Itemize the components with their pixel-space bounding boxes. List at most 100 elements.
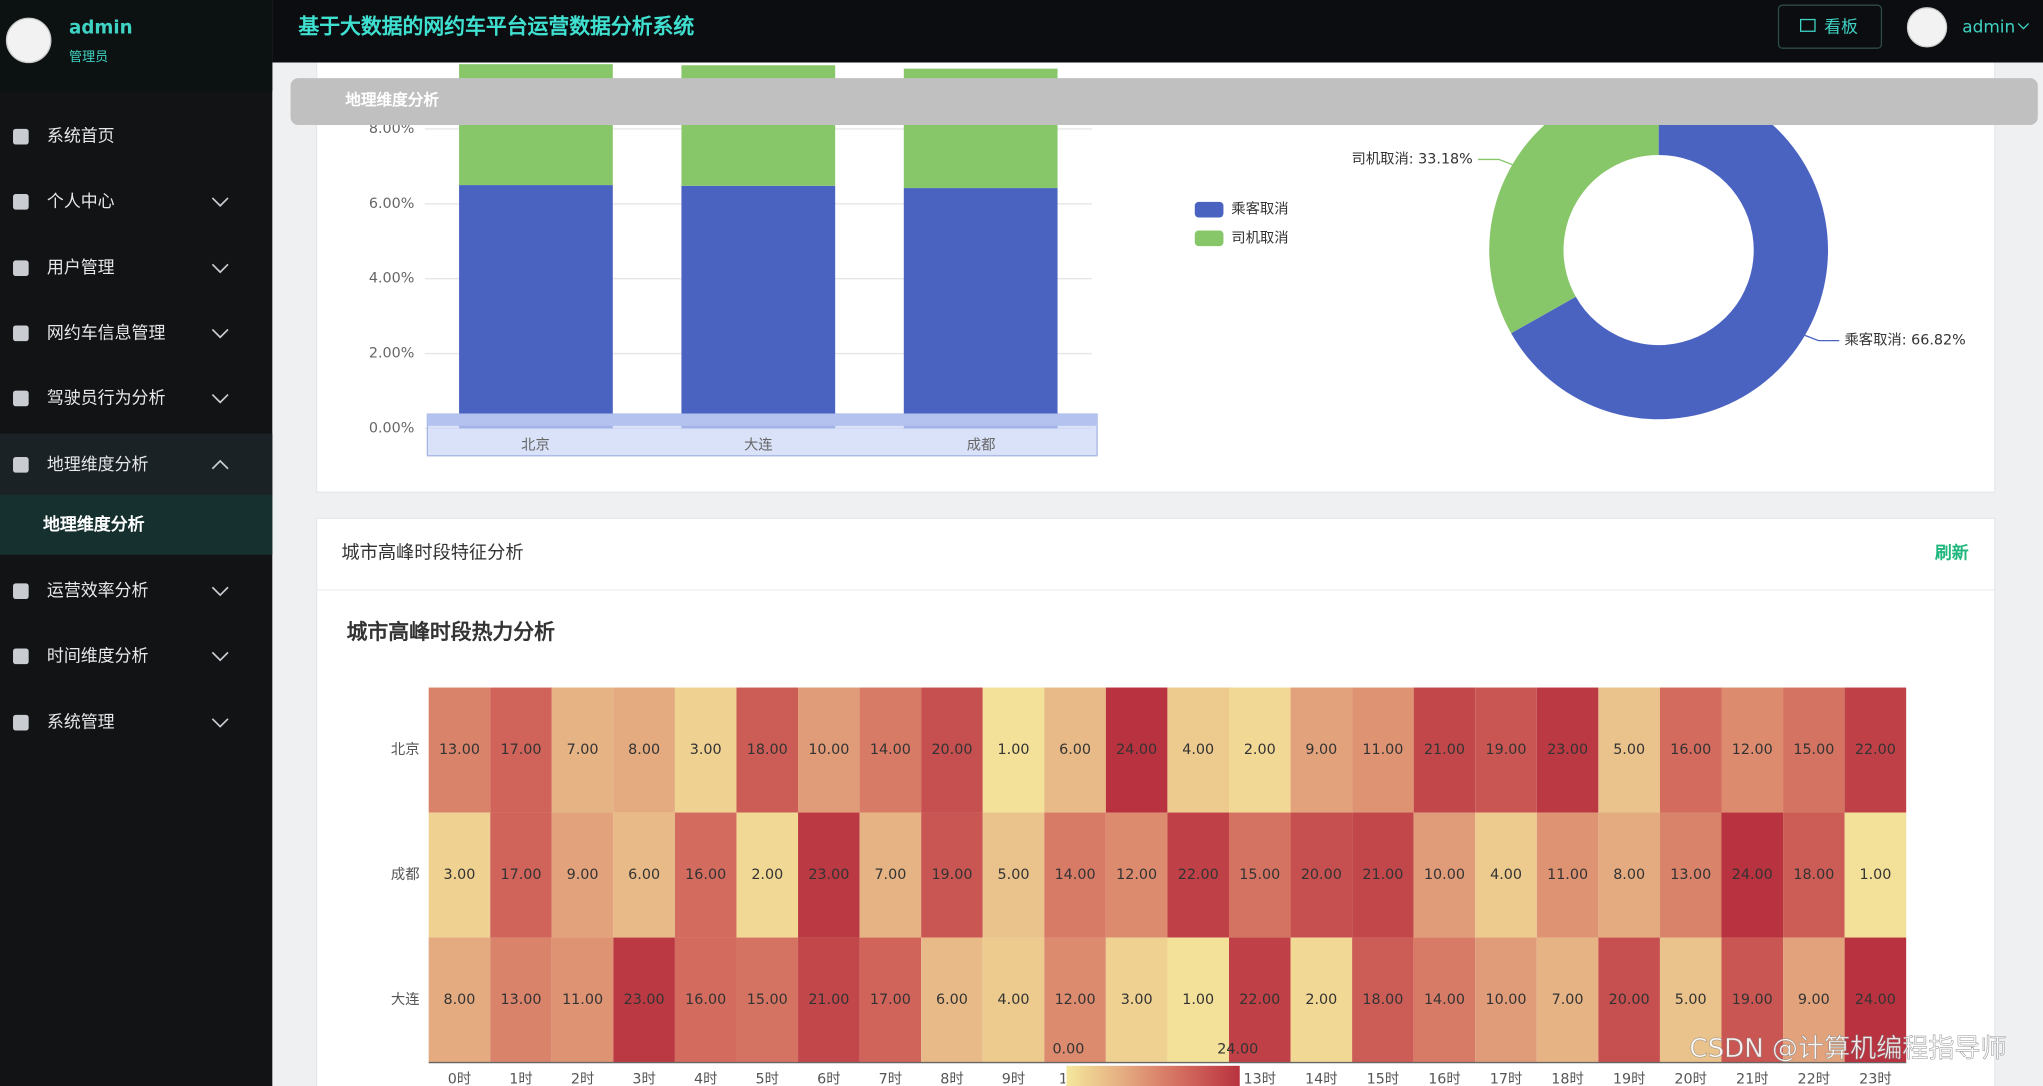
heat-cell xyxy=(674,687,737,813)
chevron xyxy=(211,586,229,597)
cell-label: 18.00 xyxy=(1793,867,1834,883)
cell-label: 9.00 xyxy=(567,867,599,883)
cell-label: 11.00 xyxy=(1362,742,1403,758)
heat-cell xyxy=(798,937,860,1063)
heat-cell xyxy=(1105,687,1168,813)
menu-item[interactable]: 个人中心 xyxy=(47,191,115,211)
topbar xyxy=(272,0,2043,63)
chevron xyxy=(211,459,229,470)
heat-cell xyxy=(982,687,1045,813)
breadcrumb[interactable]: 地理维度分析 xyxy=(345,90,439,109)
heat-cell xyxy=(1352,687,1414,813)
menu-item[interactable]: 用户管理 xyxy=(47,257,115,277)
x-tick-label: 7时 xyxy=(879,1070,902,1086)
heat-cell xyxy=(1475,687,1537,813)
cell-label: 7.00 xyxy=(1552,992,1584,1008)
pie-label: 乘客取消: 66.82% xyxy=(1844,332,1965,349)
heat-cell xyxy=(551,687,614,813)
heat-cell xyxy=(1844,937,1907,1063)
menu-item[interactable]: 系统首页 xyxy=(47,126,115,146)
cell-label: 21.00 xyxy=(1424,742,1465,758)
y-tick-label: 0.00% xyxy=(369,420,414,436)
cell-label: 20.00 xyxy=(1609,992,1650,1008)
cell-label: 9.00 xyxy=(1305,742,1337,758)
heat-cell xyxy=(1290,812,1353,938)
submenu-item[interactable]: 地理维度分析 xyxy=(43,514,145,534)
menu-icon xyxy=(13,260,29,277)
menu-item[interactable]: 网约车信息管理 xyxy=(47,322,166,342)
x-tick-label: 20时 xyxy=(1674,1070,1707,1086)
board-button[interactable] xyxy=(1777,4,1883,49)
watermark: CSDN @计算机编程指导师 xyxy=(1689,1034,2006,1064)
heat-cell xyxy=(921,687,983,813)
heat-cell xyxy=(1352,937,1414,1063)
cell-label: 15.00 xyxy=(747,992,788,1008)
cell-label: 14.00 xyxy=(870,742,911,758)
cell-label: 3.00 xyxy=(444,867,476,883)
cell-label: 5.00 xyxy=(1613,742,1645,758)
cell-label: 13.00 xyxy=(439,742,480,758)
refresh-button[interactable]: 刷新 xyxy=(1935,542,1969,562)
app-title: 基于大数据的网约车平台运营数据分析系统 xyxy=(298,14,694,38)
legend-label[interactable]: 乘客取消 xyxy=(1231,201,1288,218)
menu-item[interactable]: 地理维度分析 xyxy=(47,454,149,474)
heat-cell xyxy=(1105,812,1168,938)
cell-label: 23.00 xyxy=(808,867,849,883)
board-icon xyxy=(1799,18,1816,32)
menu-active xyxy=(0,433,273,497)
heat-cell xyxy=(859,687,922,813)
menu-item[interactable]: 驾驶员行为分析 xyxy=(47,387,166,407)
heat-cell xyxy=(1659,687,1722,813)
heat-cell xyxy=(1721,812,1784,938)
heat-cell xyxy=(921,937,983,1063)
y-tick-label: 北京 xyxy=(391,741,420,758)
heat-cell xyxy=(1783,937,1845,1063)
cell-label: 1.00 xyxy=(998,742,1030,758)
pie-label: 司机取消: 33.18% xyxy=(1352,150,1473,167)
menu-icon xyxy=(13,714,29,731)
heat-cell xyxy=(1167,937,1229,1063)
menu-icon xyxy=(13,648,29,665)
menu-item[interactable]: 系统管理 xyxy=(47,712,115,732)
heat-cell xyxy=(1598,812,1660,938)
cell-label: 19.00 xyxy=(1486,742,1527,758)
heat-cell xyxy=(1598,937,1660,1063)
legend-swatch xyxy=(1194,201,1224,218)
heat-cell xyxy=(551,812,614,938)
cell-label: 1.00 xyxy=(1859,867,1891,883)
cell-label: 6.00 xyxy=(628,867,660,883)
header-user[interactable]: admin xyxy=(1962,16,2015,36)
menu-item[interactable]: 时间维度分析 xyxy=(47,645,149,665)
menu-icon xyxy=(13,128,29,145)
cell-label: 2.00 xyxy=(1305,992,1337,1008)
heat-cell xyxy=(1105,937,1168,1063)
cell-label: 1.00 xyxy=(1182,992,1214,1008)
menu-icon xyxy=(13,583,29,599)
cell-label: 11.00 xyxy=(1547,867,1588,883)
cell-label: 24.00 xyxy=(1855,992,1896,1008)
visual-map-max: 24.00 xyxy=(1217,1042,1258,1058)
x-tick-label: 5时 xyxy=(756,1070,779,1086)
heat-cell xyxy=(1844,812,1907,938)
cell-label: 16.00 xyxy=(685,992,726,1008)
heat-cell xyxy=(490,687,552,813)
avatar[interactable] xyxy=(1906,7,1948,48)
chevron xyxy=(2017,22,2030,30)
heat-cell xyxy=(736,937,799,1063)
heat-cell xyxy=(428,812,491,938)
cell-label: 5.00 xyxy=(1675,992,1707,1008)
heat-cell xyxy=(859,812,922,938)
bar xyxy=(681,185,836,429)
menu-icon xyxy=(13,457,29,473)
x-tick-label: 9时 xyxy=(1002,1070,1025,1086)
legend-label[interactable]: 司机取消 xyxy=(1231,229,1288,246)
heat-cell xyxy=(1044,812,1106,938)
cell-label: 13.00 xyxy=(501,992,542,1008)
heat-cell xyxy=(490,812,552,938)
heat-cell xyxy=(736,687,799,813)
submenu-active xyxy=(0,494,273,555)
board-label[interactable]: 看板 xyxy=(1824,16,1858,36)
menu-item[interactable]: 运营效率分析 xyxy=(47,580,149,600)
x-tick-label: 8时 xyxy=(940,1070,963,1086)
heat-cell xyxy=(1659,937,1722,1063)
